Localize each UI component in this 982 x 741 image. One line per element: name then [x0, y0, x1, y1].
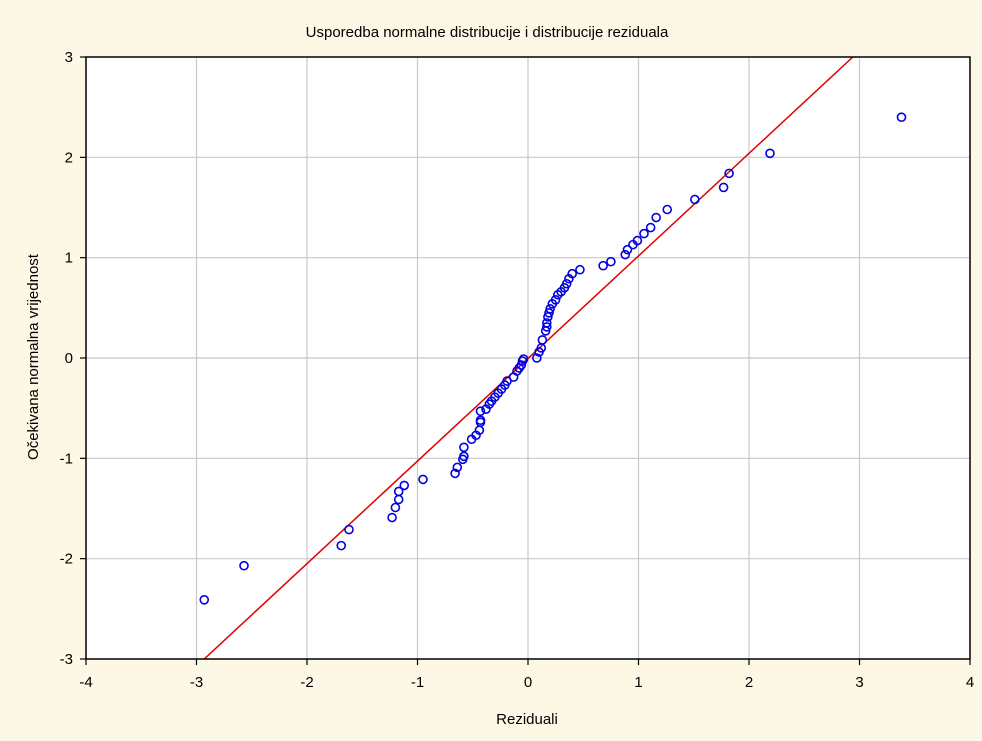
x-tick-label: 3 [855, 674, 863, 691]
data-point [336, 540, 347, 551]
data-point [724, 168, 734, 179]
data-point [690, 194, 700, 205]
data-point [620, 249, 631, 260]
data-point [239, 560, 249, 571]
data-point [606, 256, 616, 267]
data-point [459, 442, 469, 453]
data-point [896, 112, 907, 122]
data-point [639, 228, 649, 239]
data-point [518, 354, 529, 364]
data-point [199, 595, 210, 605]
data-point [541, 318, 552, 328]
data-point [399, 480, 410, 491]
chart-title: Usporedba normalne distribucije i distri… [306, 24, 669, 41]
data-point [541, 322, 552, 332]
reference-line-group [203, 57, 854, 659]
y-tick-label: 2 [65, 149, 73, 166]
data-points [199, 112, 907, 605]
data-point [662, 204, 673, 215]
y-tick-label: -2 [60, 551, 73, 568]
data-point [475, 415, 486, 426]
data-point [344, 524, 354, 535]
x-tick-label: -2 [300, 674, 313, 691]
data-point [459, 451, 469, 462]
data-point [544, 308, 554, 318]
data-point [550, 295, 561, 305]
data-point [545, 304, 555, 314]
data-point [622, 244, 633, 255]
x-tick-label: -1 [411, 674, 424, 691]
x-axis-label: Reziduali [496, 711, 558, 728]
data-point [475, 406, 486, 416]
data-point [393, 486, 404, 497]
data-point [561, 278, 572, 289]
y-axis-ticks: -3 -2 -1 0 1 2 3 [60, 49, 86, 668]
data-point [598, 260, 608, 271]
data-point [718, 182, 729, 193]
x-tick-label: 4 [966, 674, 974, 691]
x-axis-ticks: -4 -3 -2 -1 0 1 2 3 4 [79, 659, 974, 691]
data-point [575, 264, 585, 275]
x-tick-label: 2 [745, 674, 753, 691]
data-point [645, 222, 656, 233]
x-tick-label: 0 [524, 674, 532, 691]
data-point [450, 468, 460, 479]
data-point [390, 502, 401, 513]
data-point [387, 512, 397, 523]
data-point [532, 353, 542, 363]
reference-line [203, 57, 854, 659]
x-tick-label: -4 [79, 674, 92, 691]
data-point [516, 360, 527, 370]
y-axis-label: Očekivana normalna vrijednost [25, 253, 42, 460]
data-point [651, 212, 661, 223]
data-point [452, 462, 463, 473]
grid-lines [86, 57, 970, 659]
data-point [765, 148, 775, 159]
y-tick-label: 3 [65, 49, 73, 66]
data-point [418, 474, 428, 485]
y-tick-label: 1 [65, 250, 73, 267]
y-tick-label: -1 [60, 450, 73, 467]
data-point [567, 268, 578, 279]
x-tick-label: -3 [190, 674, 203, 691]
y-tick-label: 0 [65, 350, 73, 367]
x-tick-label: 1 [634, 674, 642, 691]
y-tick-label: -3 [60, 651, 73, 668]
data-point [632, 235, 643, 246]
data-point [537, 335, 548, 345]
